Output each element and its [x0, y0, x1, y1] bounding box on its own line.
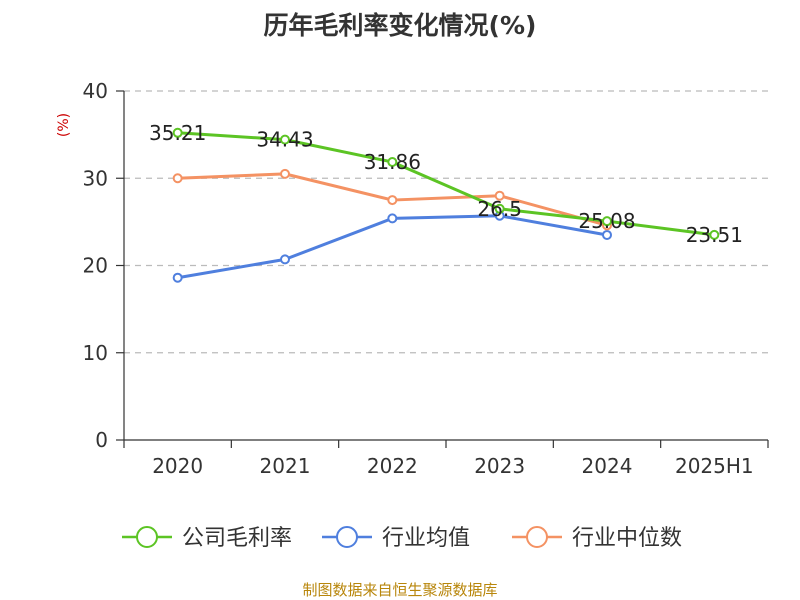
- x-tick-label: 2023: [474, 454, 525, 478]
- chart-title: 历年毛利率变化情况(%): [263, 11, 537, 40]
- legend: 公司毛利率 行业均值 行业中位数: [122, 526, 682, 551]
- data-label: 26.5: [477, 197, 522, 221]
- series-lines: [172, 127, 720, 283]
- legend-label: 行业中位数: [572, 526, 682, 551]
- data-point: [172, 272, 183, 283]
- source-footer: 制图数据来自恒生聚源数据库: [302, 581, 498, 599]
- y-tick-label: 40: [83, 79, 108, 103]
- legend-label: 公司毛利率: [182, 526, 292, 551]
- data-point: [602, 229, 612, 240]
- x-tick-label: 2021: [260, 454, 311, 478]
- series-line: [177, 131, 715, 237]
- y-tick-label: 0: [95, 428, 108, 452]
- data-point: [602, 216, 612, 227]
- data-labels: 35.21 34.43 31.86 26.5 25.08 23.51: [149, 121, 743, 247]
- data-point: [494, 190, 505, 201]
- legend-marker: [526, 526, 548, 548]
- data-label: 31.86: [364, 150, 421, 174]
- x-tick-label: 2024: [582, 454, 633, 478]
- data-point: [387, 195, 398, 206]
- x-tick-label: 2025H1: [675, 454, 754, 478]
- data-label: 23.51: [686, 223, 743, 247]
- data-point: [280, 254, 290, 265]
- data-point: [280, 134, 290, 145]
- x-tick-label: 2022: [367, 454, 418, 478]
- data-point: [709, 229, 720, 240]
- data-point: [387, 157, 398, 168]
- legend-label: 行业均值: [382, 526, 470, 551]
- data-point: [280, 168, 290, 179]
- grid-lines: [124, 90, 768, 354]
- data-point: [387, 213, 398, 224]
- legend-marker: [136, 526, 158, 548]
- y-tick-label: 30: [83, 166, 108, 190]
- data-label: 34.43: [256, 128, 313, 152]
- series-line: [177, 214, 608, 280]
- data-label: 35.21: [149, 121, 206, 145]
- axes: 0 10 20 30 40 2020 2021 2022 2023 2024 2025H1 (%): [56, 79, 769, 478]
- x-tick-label: 2020: [152, 454, 203, 478]
- data-point: [172, 127, 183, 138]
- data-label: 25.08: [578, 209, 635, 233]
- y-tick-label: 20: [83, 254, 108, 278]
- y-axis-unit-label: (%): [56, 113, 72, 137]
- data-point: [494, 203, 505, 214]
- legend-marker: [336, 526, 358, 548]
- y-tick-label: 10: [83, 341, 108, 365]
- data-point: [172, 173, 183, 184]
